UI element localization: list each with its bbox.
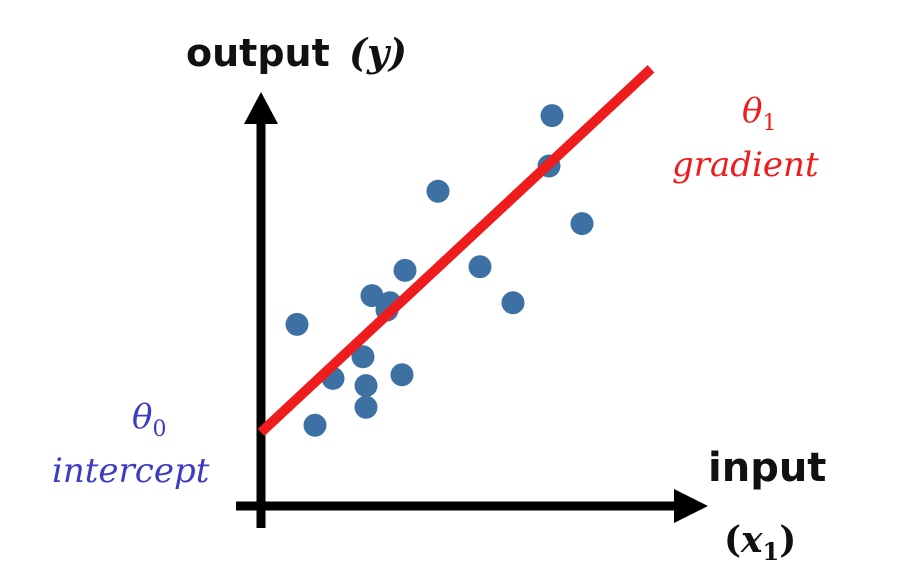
data-point (468, 255, 492, 279)
gradient-symbol: θ1 (742, 91, 776, 136)
y-axis-arrowhead (244, 92, 278, 124)
data-point (570, 212, 594, 236)
data-point (540, 104, 564, 128)
y-axis-title: output (y) (186, 30, 407, 75)
data-point (426, 179, 450, 203)
intercept-label: intercept (52, 451, 210, 491)
x-axis-symbol-var: x (740, 519, 763, 561)
data-point (501, 291, 525, 315)
data-point (303, 413, 327, 437)
regression-line-group (257, 65, 655, 437)
intercept-symbol: θ0 (132, 397, 166, 442)
x-axis-symbol-close: ) (779, 519, 796, 561)
data-point (351, 345, 375, 369)
x-axis-arrowhead (674, 489, 708, 523)
data-point (285, 312, 309, 336)
data-point (354, 374, 378, 398)
y-axis-symbol: (y) (349, 30, 407, 75)
gradient-subscript: 1 (762, 111, 776, 136)
data-point (354, 395, 378, 419)
data-point (393, 258, 417, 282)
intercept-theta: θ (132, 397, 152, 437)
regression-line (257, 65, 655, 437)
x-axis-symbol-sub: 1 (763, 537, 780, 566)
gradient-label: gradient (672, 145, 819, 185)
gradient-theta: θ (742, 91, 762, 131)
data-point (390, 363, 414, 387)
intercept-subscript: 0 (152, 417, 166, 442)
x-axis-label: input (708, 445, 826, 491)
x-axis-symbol-open: ( (724, 519, 741, 561)
data-point (360, 284, 384, 308)
x-axis-symbol: (x1) (724, 519, 796, 566)
y-axis-label: output (186, 31, 330, 75)
